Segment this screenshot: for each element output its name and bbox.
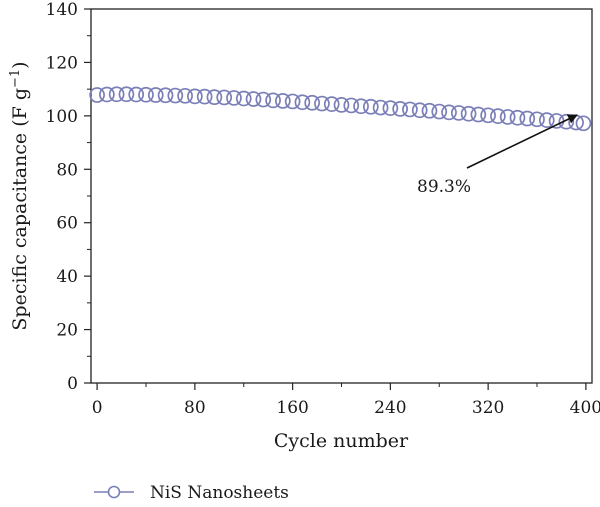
data-point — [382, 100, 399, 116]
y-tick-label-40: 40 — [56, 267, 78, 287]
x-tick-label-0: 0 — [92, 398, 103, 418]
x-tick-label-160: 160 — [276, 398, 308, 418]
data-point — [245, 91, 262, 107]
data-point — [441, 104, 457, 121]
data-point — [529, 111, 545, 128]
data-point — [431, 103, 448, 120]
data-point — [284, 93, 301, 110]
y-axis-title-sup: −1 — [8, 69, 23, 88]
data-point — [480, 107, 496, 124]
series-nis-nanosheets — [89, 86, 592, 132]
legend: NiS Nanosheets — [94, 483, 289, 503]
data-point — [206, 89, 223, 106]
y-axis: 0 20 40 60 80 100 120 140 — [46, 0, 91, 394]
y-axis-title: Specific capacitance (F g−1) — [8, 61, 31, 330]
data-point — [177, 87, 193, 104]
data-point — [235, 90, 252, 107]
y-tick-label-60: 60 — [56, 214, 78, 234]
y-axis-title-close: ) — [9, 61, 31, 68]
data-point — [108, 86, 125, 103]
legend-marker — [107, 485, 121, 499]
data-point — [265, 92, 281, 109]
y-tick-label-0: 0 — [67, 374, 78, 394]
data-point — [509, 109, 526, 126]
x-axis-title: Cycle number — [274, 430, 409, 452]
y-axis-title-main: Specific capacitance (F g — [9, 88, 31, 331]
y-tick-label-100: 100 — [46, 107, 78, 127]
y-tick-label-80: 80 — [56, 160, 78, 180]
data-point — [372, 99, 389, 116]
data-point — [128, 86, 145, 103]
annotation-arrow — [466, 114, 578, 169]
data-point — [89, 87, 105, 103]
data-point — [362, 98, 379, 115]
legend-label: NiS Nanosheets — [150, 483, 289, 503]
x-tick-label-80: 80 — [184, 398, 206, 418]
plot-frame — [90, 8, 593, 384]
data-point — [519, 110, 536, 127]
x-tick-label-240: 240 — [374, 398, 406, 418]
data-point — [421, 102, 438, 119]
data-point — [333, 97, 350, 113]
data-point — [490, 108, 506, 124]
y-tick-label-20: 20 — [56, 321, 78, 341]
data-point — [470, 106, 487, 123]
data-point — [147, 87, 164, 103]
x-tick-label-400: 400 — [570, 398, 600, 418]
data-point — [138, 86, 154, 103]
data-point — [411, 102, 428, 119]
x-axis: 0 80 160 240 320 400 — [92, 383, 600, 418]
y-tick-label-120: 120 — [46, 53, 78, 73]
data-point — [460, 105, 477, 122]
data-point — [353, 98, 369, 115]
data-point — [167, 87, 184, 104]
data-point — [216, 89, 233, 106]
x-tick-label-320: 320 — [472, 398, 504, 418]
data-point — [499, 109, 516, 125]
data-point — [314, 95, 330, 112]
data-point — [323, 96, 340, 112]
data-point — [196, 88, 213, 105]
data-point — [157, 87, 174, 104]
data-point — [99, 86, 115, 103]
data-point — [392, 101, 409, 117]
data-point — [402, 101, 418, 118]
data-point — [304, 94, 321, 111]
data-point — [450, 105, 467, 121]
data-point — [343, 97, 360, 114]
y-tick-label-140: 140 — [46, 0, 78, 20]
annotation-label: 89.3% — [417, 177, 471, 197]
data-point — [294, 94, 311, 111]
data-point — [255, 91, 272, 108]
data-point — [538, 112, 555, 128]
data-point — [226, 90, 242, 106]
data-point — [118, 86, 135, 103]
data-point — [274, 93, 291, 109]
data-point — [187, 88, 203, 105]
